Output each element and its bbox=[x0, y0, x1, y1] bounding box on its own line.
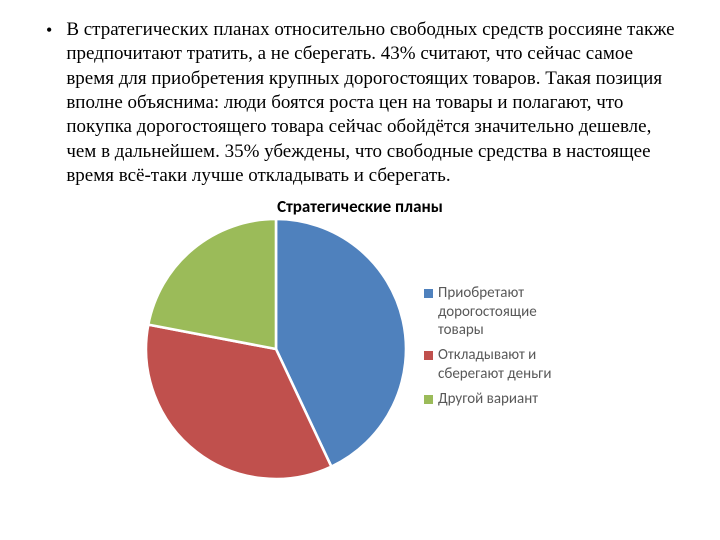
legend-label: Откладывают и сберегают деньги bbox=[438, 346, 574, 384]
legend-item: Откладывают и сберегают деньги bbox=[424, 346, 574, 384]
slide: • В стратегических планах относительно с… bbox=[0, 0, 720, 540]
legend-item: Приобретают дорогостоящие товары bbox=[424, 284, 574, 340]
legend-swatch-icon bbox=[424, 395, 433, 404]
chart-row: Приобретают дорогостоящие товары Откладыв… bbox=[40, 219, 680, 479]
pie-chart-svg bbox=[146, 219, 406, 479]
pie-chart bbox=[146, 219, 406, 479]
pie-slice bbox=[148, 219, 276, 349]
legend-swatch-icon bbox=[424, 351, 433, 360]
bullet-text: В стратегических планах относительно сво… bbox=[66, 18, 680, 188]
legend-label: Приобретают дорогостоящие товары bbox=[438, 284, 574, 340]
legend-label: Другой вариант bbox=[438, 390, 538, 409]
bullet-marker-icon: • bbox=[46, 18, 52, 42]
legend-item: Другой вариант bbox=[424, 390, 574, 409]
chart-title: Стратегические планы bbox=[40, 196, 680, 217]
bullet-paragraph: • В стратегических планах относительно с… bbox=[40, 18, 680, 188]
chart-legend: Приобретают дорогостоящие товары Откладыв… bbox=[424, 284, 574, 415]
legend-swatch-icon bbox=[424, 289, 433, 298]
